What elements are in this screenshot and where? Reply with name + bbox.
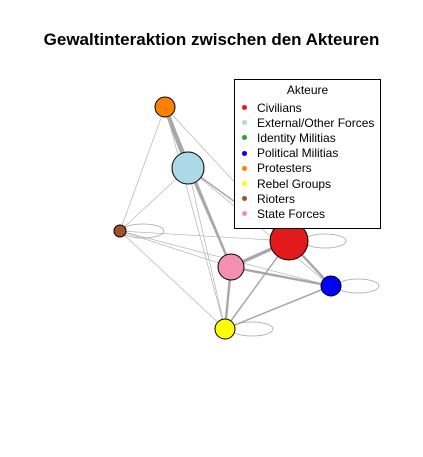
legend-swatch-icon: [242, 211, 247, 217]
legend-item: Protesters: [235, 161, 380, 176]
legend-item: State Forces: [235, 206, 380, 221]
legend-swatch-icon: [242, 135, 247, 141]
legend-item: Rioters: [235, 191, 380, 206]
legend-label: Rioters: [257, 191, 296, 206]
node-external: [171, 151, 205, 185]
edge-rioters-civilians: [119, 230, 290, 242]
node-state: [217, 253, 245, 281]
legend-swatch-icon: [242, 165, 247, 171]
legend-item: Political Militias: [235, 146, 380, 161]
legend-swatch-icon: [242, 196, 247, 202]
edge-external-state: [187, 167, 232, 268]
legend-label: Rebel Groups: [257, 176, 332, 191]
self-loop-civilians: [303, 233, 347, 249]
edge-political-rebel: [224, 285, 332, 330]
legend-swatch-icon: [242, 105, 247, 111]
graph-title: Gewaltinteraktion zwischen den Akteuren: [43, 30, 380, 49]
legend-label: Political Militias: [257, 146, 339, 161]
legend-title: Akteure: [286, 83, 329, 97]
edge-external-rebel: [187, 167, 226, 330]
legend: Akteure Civilians External/Other Forces Id…: [234, 79, 381, 229]
node-political: [320, 275, 342, 297]
legend-item: External/Other Forces: [235, 115, 380, 130]
legend-label: State Forces: [257, 206, 326, 221]
node-rioters: [113, 224, 127, 238]
edge-state-political: [230, 265, 332, 288]
legend-swatch-icon: [242, 120, 247, 126]
legend-label: Civilians: [257, 100, 302, 115]
self-loop-political: [336, 278, 380, 294]
legend-label: Protesters: [257, 161, 312, 176]
legend-label: External/Other Forces: [257, 115, 375, 130]
self-loop-rioters: [121, 223, 165, 239]
nodes-layer: [113, 96, 342, 340]
legend-items: Civilians External/Other Forces Identity M…: [235, 100, 380, 222]
legend-swatch-icon: [242, 150, 247, 156]
node-rebel: [214, 318, 236, 340]
legend-swatch-icon: [242, 181, 247, 187]
legend-label: Identity Militias: [257, 130, 336, 145]
edge-rioters-rebel: [119, 230, 226, 330]
legend-item: Rebel Groups: [235, 176, 380, 191]
self-loop-rebel: [230, 321, 274, 337]
legend-item: Civilians: [235, 100, 380, 115]
edge-protesters-rebel: [164, 106, 226, 330]
edge-rioters-state: [119, 230, 232, 268]
legend-item: Identity Militias: [235, 130, 380, 145]
edge-protesters-rioters: [119, 106, 166, 232]
node-protesters: [154, 96, 176, 118]
